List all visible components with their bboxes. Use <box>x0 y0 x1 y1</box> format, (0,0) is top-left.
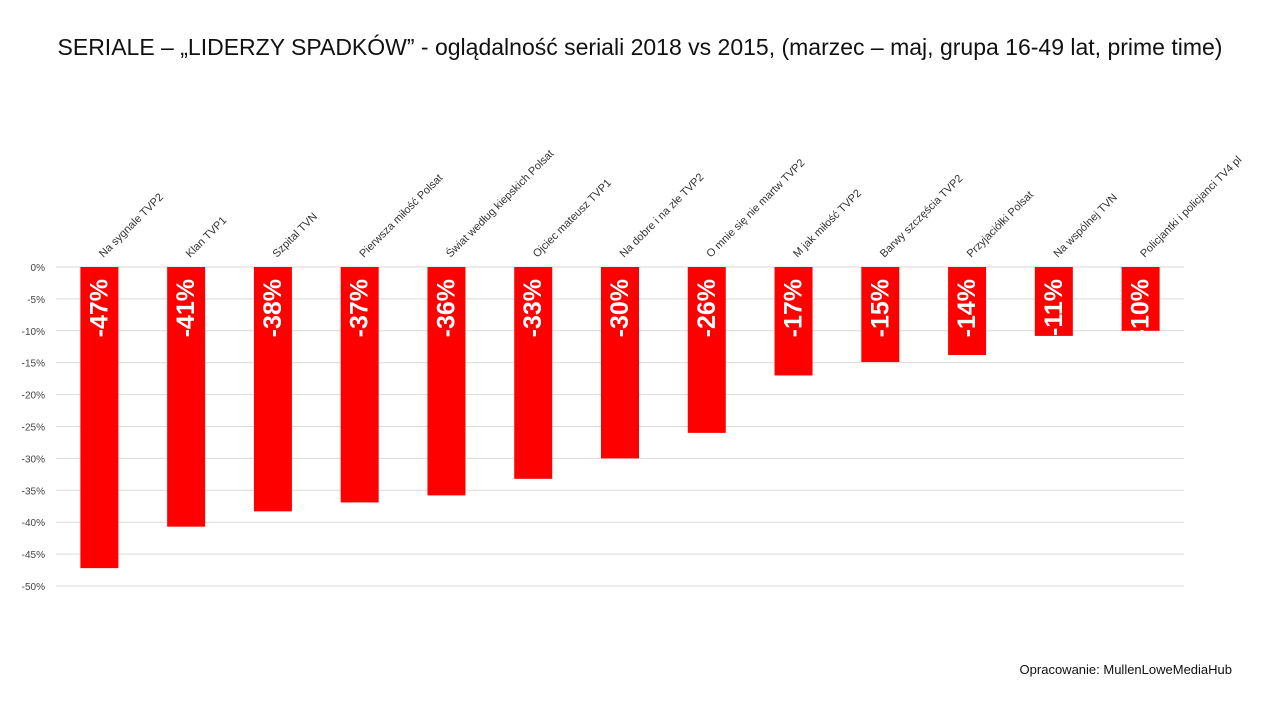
bar-value-label: -26% <box>693 279 721 337</box>
bar <box>514 267 553 479</box>
bar <box>1121 267 1160 331</box>
y-tick-label: -30% <box>22 454 45 465</box>
category-label: Policjantki i policjanci TV4 pl <box>1138 154 1244 260</box>
category-label: Na wspólnej TVN <box>1051 192 1119 260</box>
bar <box>687 267 726 433</box>
category-label: Ojciec mateusz TVP1 <box>531 177 614 260</box>
y-tick-label: 0% <box>31 263 46 274</box>
category-label: M jak miłość TVP2 <box>791 187 864 260</box>
bar <box>80 267 119 569</box>
category-label: Przyjaciółki Polsat <box>965 189 1036 260</box>
y-tick-label: -15% <box>22 359 45 370</box>
bar-value-label: -15% <box>866 279 894 337</box>
bar-value-label: -14% <box>953 279 981 337</box>
bar <box>340 267 379 503</box>
category-label: Na dobre i na złe TVP2 <box>618 171 707 260</box>
x-axis-labels: Na sygnale TVP2 Klan TVP1 Szpital TVN Pierw… <box>97 147 1244 260</box>
bar <box>427 267 466 496</box>
y-tick-label: -25% <box>22 423 45 434</box>
category-label: Pierwsza miłość Polsat <box>357 172 445 260</box>
source-note: Opracowanie: MullenLoweMediaHub <box>1019 662 1232 677</box>
bar-value-label: -33% <box>519 279 547 337</box>
bar <box>774 267 813 376</box>
y-tick-label: -45% <box>22 550 45 561</box>
y-tick-label: -40% <box>22 518 45 529</box>
bar-value-label: -10% <box>1127 279 1155 337</box>
bar <box>167 267 206 527</box>
bar-value-label: -17% <box>780 279 808 337</box>
category-label: Na sygnale TVP2 <box>97 191 166 260</box>
bar-value-label: -37% <box>346 279 374 337</box>
bar <box>253 267 292 512</box>
bar-value-label: -38% <box>259 279 287 337</box>
y-tick-label: -50% <box>22 582 45 593</box>
y-axis-ticks: 0% -5% -10% -15% -20% -25% -30% -35% -40% -45% -50… <box>22 263 45 593</box>
bars <box>80 267 1160 569</box>
category-label: Szpital TVN <box>271 211 320 260</box>
bar-value-label: -36% <box>432 279 460 337</box>
y-tick-label: -35% <box>22 486 45 497</box>
bar <box>1034 267 1073 336</box>
chart-title: SERIALE – „LIDERZY SPADKÓW” - oglądalnoś… <box>57 34 1223 60</box>
bar <box>601 267 639 459</box>
bar-value-label: -47% <box>85 279 113 337</box>
bar <box>861 267 900 363</box>
y-tick-label: -20% <box>22 391 45 402</box>
y-tick-label: -5% <box>27 295 45 306</box>
category-label: O mnie się nie martw TVP2 <box>704 157 807 260</box>
data-labels: -47% -41% -38% -37% -36% -33% -30% -26% -17% -15%… <box>85 279 1154 337</box>
y-tick-label: -10% <box>22 327 45 338</box>
bar-value-label: -30% <box>606 279 634 337</box>
bar <box>948 267 987 356</box>
category-label: Klan TVP1 <box>184 215 230 261</box>
bar-value-label: -11% <box>1040 279 1068 336</box>
bar-value-label: -41% <box>172 279 200 337</box>
category-label: Barwy szczęścia TVP2 <box>878 173 965 260</box>
